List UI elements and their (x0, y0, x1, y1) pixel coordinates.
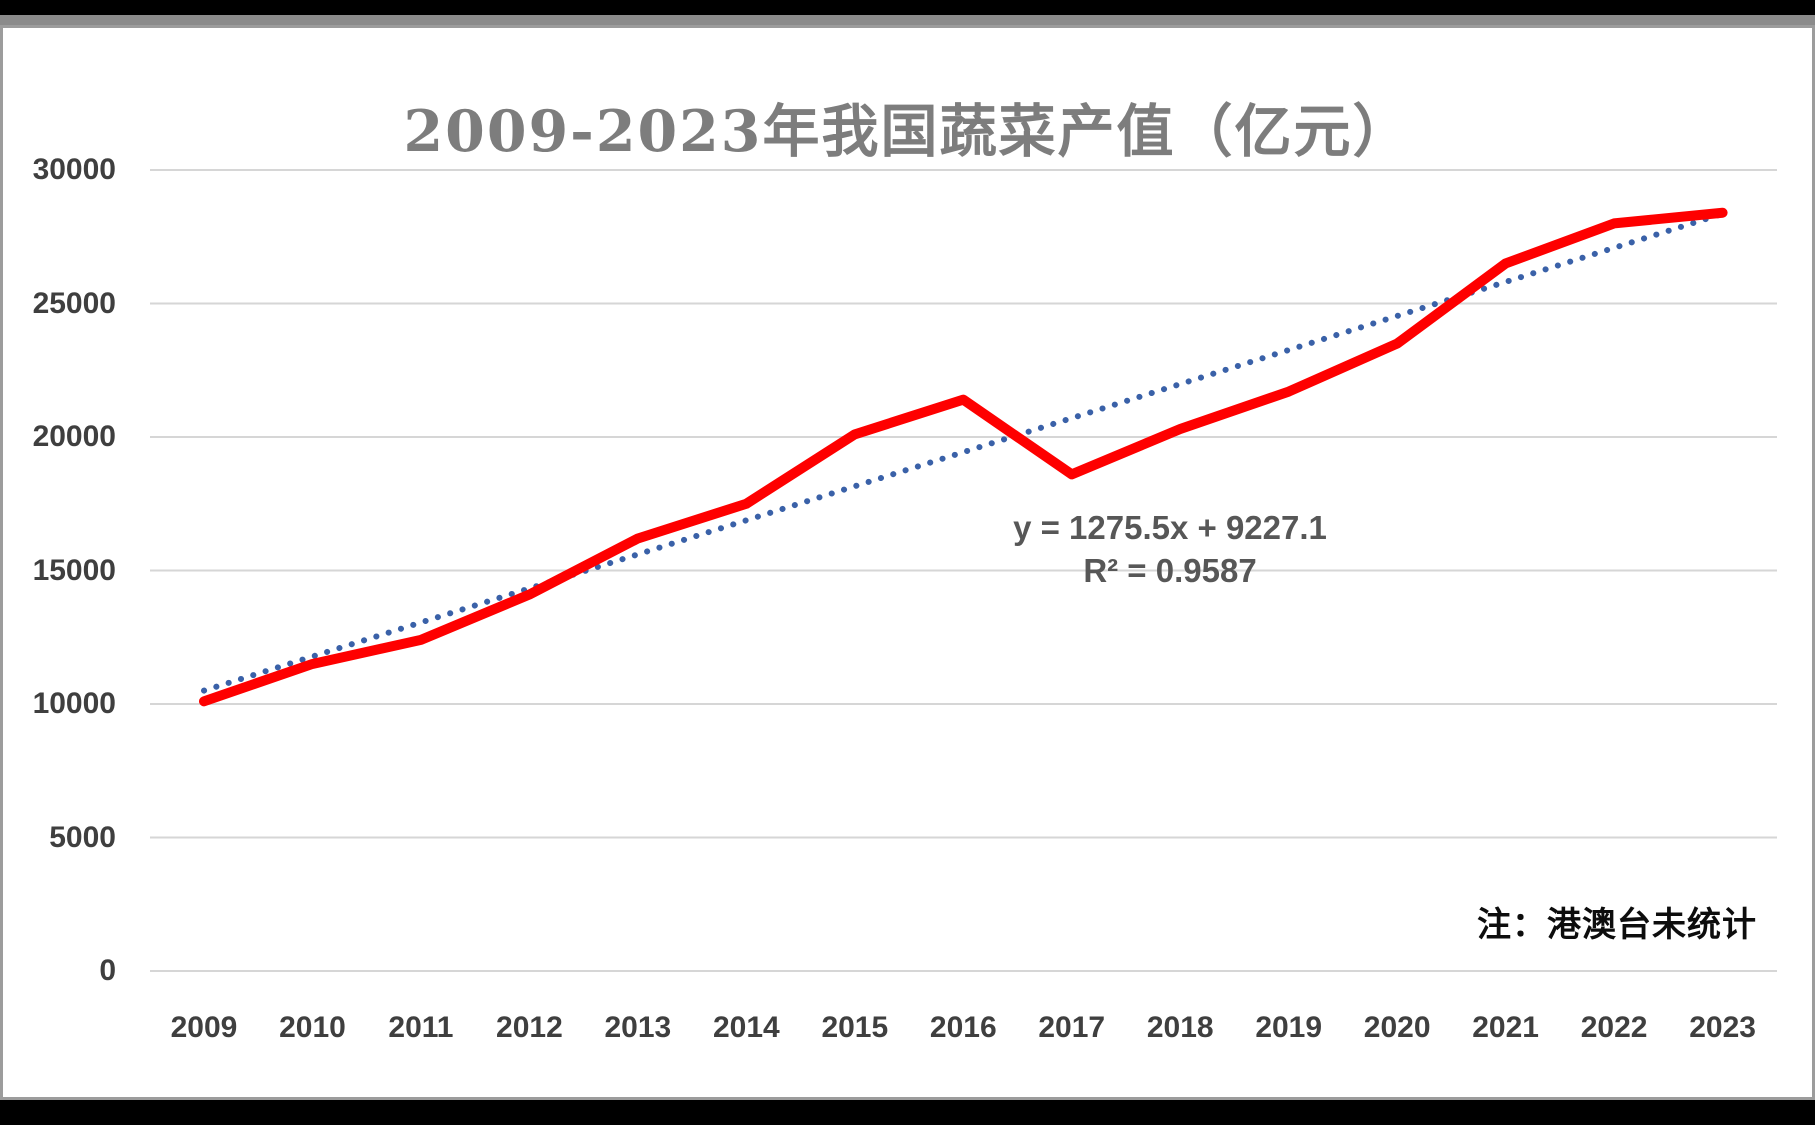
x-tick-label-2022: 2022 (1580, 1011, 1648, 1044)
x-tick-label-2012: 2012 (496, 1011, 563, 1044)
trendline-r-squared: R² = 0.9587 (1083, 552, 1257, 589)
y-tick-label-25000: 25000 (32, 286, 116, 320)
y-tick-label-20000: 20000 (32, 420, 116, 453)
y-tick-label-15000: 15000 (32, 553, 116, 587)
trendline-equation: y = 1275.5x + 9227.1 R² = 0.9587 (980, 506, 1360, 592)
x-tick-label-2011: 2011 (388, 1011, 454, 1044)
x-tick-label-2009: 2009 (170, 1011, 238, 1044)
x-tick-label-2023: 2023 (1689, 1011, 1756, 1044)
trendline-equation-line: y = 1275.5x + 9227.1 (1013, 509, 1327, 546)
gridlines (150, 169, 1777, 972)
trendline-dotted (201, 210, 1726, 694)
x-tick-label-2010: 2010 (279, 1011, 346, 1044)
x-tick-label-2013: 2013 (604, 1011, 672, 1044)
x-tick-label-2016: 2016 (929, 1011, 997, 1044)
chart-panel (0, 25, 1815, 1100)
footnote: 注：港澳台未统计 (1477, 906, 1757, 944)
y-tick-label-10000: 10000 (32, 687, 116, 720)
top-divider-strip (0, 15, 1815, 25)
y-tick-label-0: 0 (99, 954, 116, 987)
chart-title: 2009-2023年我国蔬菜产值（亿元） (403, 98, 1412, 165)
y-tick-label-5000: 5000 (49, 820, 116, 854)
x-tick-label-2015: 2015 (821, 1011, 889, 1044)
x-tick-label-2020: 2020 (1363, 1011, 1431, 1044)
x-tick-label-2017: 2017 (1038, 1011, 1106, 1044)
x-tick-label-2019: 2019 (1255, 1011, 1323, 1044)
series-line (199, 207, 1728, 707)
x-tick-label-2021: 2021 (1472, 1011, 1539, 1044)
x-tick-label-2018: 2018 (1146, 1011, 1214, 1044)
x-tick-label-2014: 2014 (712, 1011, 780, 1044)
y-tick-label-30000: 30000 (32, 153, 116, 186)
